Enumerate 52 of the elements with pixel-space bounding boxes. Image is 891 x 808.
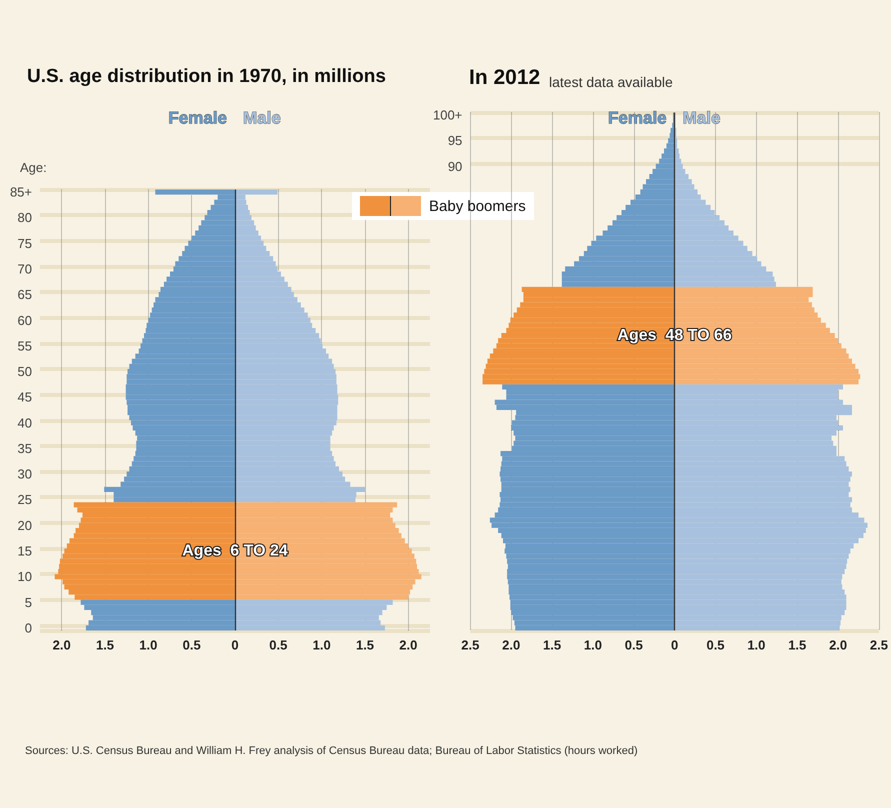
chart-subtitle: latest data available xyxy=(549,74,673,90)
x-tick-label: 2.0 xyxy=(399,638,418,652)
y-tick-label: 35 xyxy=(18,440,32,456)
x-tick-label: 2.0 xyxy=(502,638,520,652)
x-tick-label: 1.5 xyxy=(356,638,374,652)
y-tick-label: 70 xyxy=(18,261,32,276)
y-tick-label: 75 xyxy=(18,236,32,251)
x-tick-label: 1.5 xyxy=(542,638,562,652)
y-tick-label: 40 xyxy=(18,415,32,430)
y-tick-label: 30 xyxy=(18,466,32,482)
x-tick-label: 1.5 xyxy=(788,638,806,652)
x-tick-label: 2.0 xyxy=(52,638,71,652)
y-tick-label: 85+ xyxy=(10,184,32,200)
y-tick-label: 20 xyxy=(18,518,32,533)
x-tick-label: 1.0 xyxy=(139,638,158,652)
y-tick-label: 90 xyxy=(448,158,462,174)
x-tick-label: 0.5 xyxy=(182,638,201,652)
y-tick-label: 10 xyxy=(18,569,32,584)
x-tick-label: 0.5 xyxy=(706,638,725,652)
y-tick-label: 15 xyxy=(18,544,32,559)
text: Male xyxy=(243,108,281,128)
x-tick-label: 2.5 xyxy=(461,638,480,652)
x-tick-label: 1.0 xyxy=(747,638,766,652)
x-tick-label: 0.5 xyxy=(269,638,288,652)
x-tick-label: 0.5 xyxy=(624,638,643,652)
source-note: Sources: U.S. Census Bureau and William H. Frey analysis of Census Bureau data; Bureau of Labor Statistics (hours worked) xyxy=(25,745,638,757)
y-tick-label: 60 xyxy=(18,312,32,328)
x-tick-label: 2.0 xyxy=(829,638,848,652)
chart-title: U.S. age distribution in 1970, in millions xyxy=(27,66,386,87)
x-tick-label: 1.0 xyxy=(584,638,602,652)
y-tick-label: 95 xyxy=(448,133,462,148)
x-tick-label: 1.5 xyxy=(96,638,114,652)
y-tick-label: 50 xyxy=(18,364,32,380)
y-tick-label: 0 xyxy=(24,620,32,636)
annotation: Baby boomers xyxy=(429,198,526,214)
series-label: Female xyxy=(608,108,667,128)
y-tick-label: 80 xyxy=(18,210,32,226)
text: Female xyxy=(168,108,227,128)
legend-box: Baby boomers xyxy=(352,192,534,220)
y-tick-label: 55 xyxy=(18,338,32,354)
x-tick-label: 0 xyxy=(231,638,239,652)
y-tick-label: 65 xyxy=(18,287,32,302)
y-tick-label: 5 xyxy=(24,594,32,610)
x-tick-label: 2.5 xyxy=(870,638,888,652)
x-tick-label: 0 xyxy=(671,638,678,652)
series-label: Male xyxy=(682,108,720,128)
y-axis-title: Age: xyxy=(20,160,47,175)
y-tick-label: 25 xyxy=(18,492,32,508)
y-tick-label: 45 xyxy=(18,390,32,405)
x-tick-label: 1.0 xyxy=(312,638,331,652)
chart-title: In 2012 xyxy=(469,66,540,89)
y-tick-label: 100+ xyxy=(432,108,462,123)
